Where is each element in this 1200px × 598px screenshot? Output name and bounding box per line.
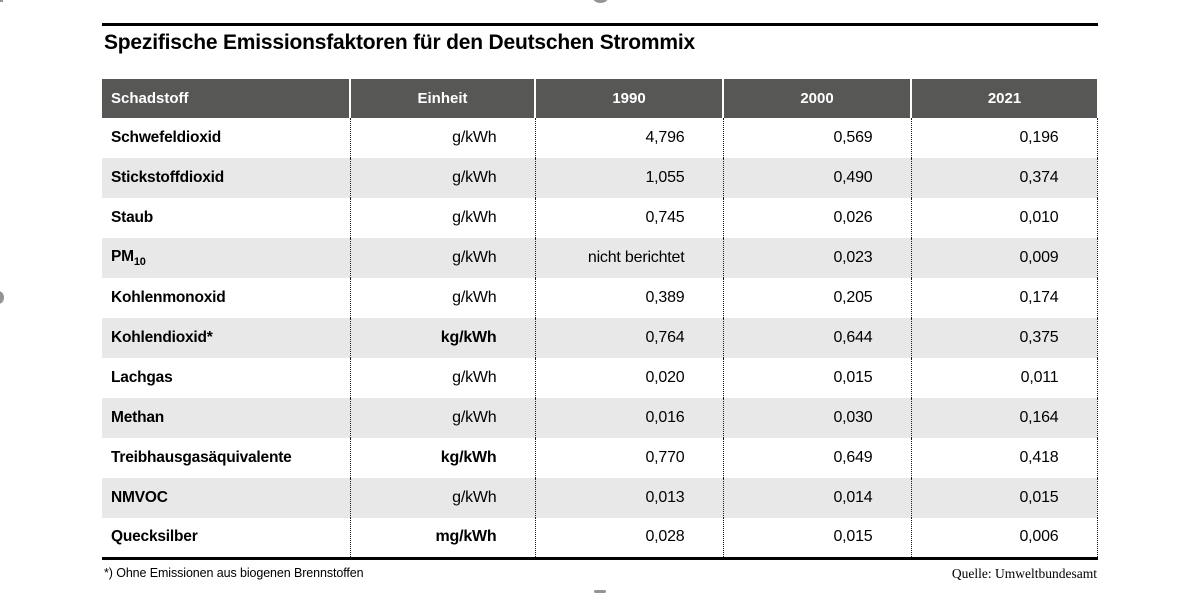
value-2000-cell: 0,205	[722, 278, 911, 318]
unit-cell: g/kWh	[349, 278, 535, 318]
unit-cell: g/kWh	[349, 398, 535, 438]
unit-cell: kg/kWh	[349, 318, 535, 358]
value-2000-cell: 0,569	[722, 118, 911, 158]
table-row: Treibhausgasäquivalente kg/kWh 0,770 0,6…	[102, 438, 1098, 478]
value-2000-cell: 0,026	[722, 198, 911, 238]
pollutant-cell: Staub	[111, 209, 154, 226]
pollutant-cell: Kohlenmonoxid	[111, 289, 226, 306]
header-row: Schadstoff Einheit 1990 2000 2021	[102, 79, 1097, 118]
cropped-corner-fragment	[0, 0, 3, 2]
table-row: PM10 g/kWh nicht berichtet 0,023 0,009	[102, 238, 1098, 278]
footnote-text: *) Ohne Emissionen aus biogenen Brennsto…	[104, 566, 364, 580]
value-2021-cell: 0,418	[910, 438, 1098, 478]
table-row: Staub g/kWh 0,745 0,026 0,010	[102, 198, 1098, 238]
pollutant-cell: Quecksilber	[102, 518, 350, 560]
value-1990-cell: 1,055	[534, 158, 723, 198]
unit-cell: mg/kWh	[349, 518, 535, 560]
pollutant-cell: Treibhausgasäquivalente	[111, 449, 292, 466]
value-2000-cell: 0,014	[722, 478, 911, 518]
value-2000-cell: 0,015	[722, 358, 911, 398]
value-1990-cell: 0,016	[534, 398, 723, 438]
unit-cell: g/kWh	[349, 358, 535, 398]
column-header-schadstoff: Schadstoff	[102, 79, 350, 118]
value-2021-cell: 0,011	[910, 358, 1098, 398]
table-row: NMVOC g/kWh 0,013 0,014 0,015	[102, 478, 1098, 518]
value-1990-cell: 0,028	[534, 518, 723, 560]
column-header-2000: 2000	[722, 79, 911, 118]
column-header-einheit: Einheit	[349, 79, 535, 118]
pollutant-cell: Methan	[102, 398, 350, 438]
table-row: Quecksilber mg/kWh 0,028 0,015 0,006	[102, 518, 1098, 560]
value-1990-cell: 0,745	[534, 198, 723, 238]
table-row: Methan g/kWh 0,016 0,030 0,164	[102, 398, 1098, 438]
pollutant-cell: Schwefeldioxid	[111, 129, 222, 146]
cropped-bottom-dot-fragment	[594, 590, 606, 593]
page-title: Spezifische Emissionsfaktoren für den De…	[104, 31, 695, 54]
value-1990-cell: nicht berichtet	[534, 238, 723, 278]
value-1990-cell: 4,796	[534, 118, 723, 158]
carousel-prev-button[interactable]	[0, 291, 4, 304]
title-top-rule	[102, 23, 1098, 26]
value-2021-cell: 0,015	[910, 478, 1098, 518]
table-row: Kohlendioxid* kg/kWh 0,764 0,644 0,375	[102, 318, 1098, 358]
value-1990-cell: 0,764	[534, 318, 723, 358]
value-2000-cell: 0,030	[722, 398, 911, 438]
value-2021-cell: 0,196	[910, 118, 1098, 158]
table-header: Schadstoff Einheit 1990 2000 2021	[102, 79, 1097, 118]
value-2000-cell: 0,015	[722, 518, 911, 560]
table-body: Schwefeldioxid g/kWh 4,796 0,569 0,196 S…	[102, 118, 1098, 560]
table-row: Kohlenmonoxid g/kWh 0,389 0,205 0,174	[102, 278, 1098, 318]
pollutant-cell: NMVOC	[102, 478, 350, 518]
source-text: Quelle: Umweltbundesamt	[951, 566, 1097, 581]
pollutant-cell: PM10	[102, 238, 350, 278]
value-2021-cell: 0,164	[910, 398, 1098, 438]
column-header-2021: 2021	[910, 79, 1097, 118]
value-1990-cell: 0,389	[534, 278, 723, 318]
pollutant-cell: Lachgas	[111, 369, 173, 386]
unit-cell: g/kWh	[349, 238, 535, 278]
table-row: Schwefeldioxid g/kWh 4,796 0,569 0,196	[102, 118, 1098, 158]
value-2021-cell: 0,006	[910, 518, 1098, 560]
table-row: Stickstoffdioxid g/kWh 1,055 0,490 0,374	[102, 158, 1098, 198]
unit-cell: g/kWh	[349, 158, 535, 198]
value-2000-cell: 0,644	[722, 318, 911, 358]
value-1990-cell: 0,770	[534, 438, 723, 478]
value-1990-cell: 0,020	[534, 358, 723, 398]
value-1990-cell: 0,013	[534, 478, 723, 518]
emissions-table: Schadstoff Einheit 1990 2000 2021 Schwef…	[102, 79, 1098, 560]
value-2021-cell: 0,174	[910, 278, 1098, 318]
value-2021-cell: 0,374	[910, 158, 1098, 198]
value-2000-cell: 0,023	[722, 238, 911, 278]
table-footer: *) Ohne Emissionen aus biogenen Brennsto…	[104, 566, 1097, 582]
unit-cell: g/kWh	[349, 198, 535, 238]
value-2021-cell: 0,375	[910, 318, 1098, 358]
value-2000-cell: 0,490	[722, 158, 911, 198]
unit-cell: g/kWh	[349, 118, 535, 158]
value-2000-cell: 0,649	[722, 438, 911, 478]
column-header-1990: 1990	[534, 79, 723, 118]
value-2021-cell: 0,009	[910, 238, 1098, 278]
unit-cell: kg/kWh	[349, 438, 535, 478]
value-2021-cell: 0,010	[910, 198, 1098, 238]
unit-cell: g/kWh	[349, 478, 535, 518]
cropped-top-dot-fragment	[593, 0, 608, 3]
table-row: Lachgas g/kWh 0,020 0,015 0,011	[102, 358, 1098, 398]
pollutant-cell: Kohlendioxid*	[102, 318, 350, 358]
pollutant-cell: Stickstoffdioxid	[102, 158, 350, 198]
subscript: 10	[133, 256, 146, 269]
